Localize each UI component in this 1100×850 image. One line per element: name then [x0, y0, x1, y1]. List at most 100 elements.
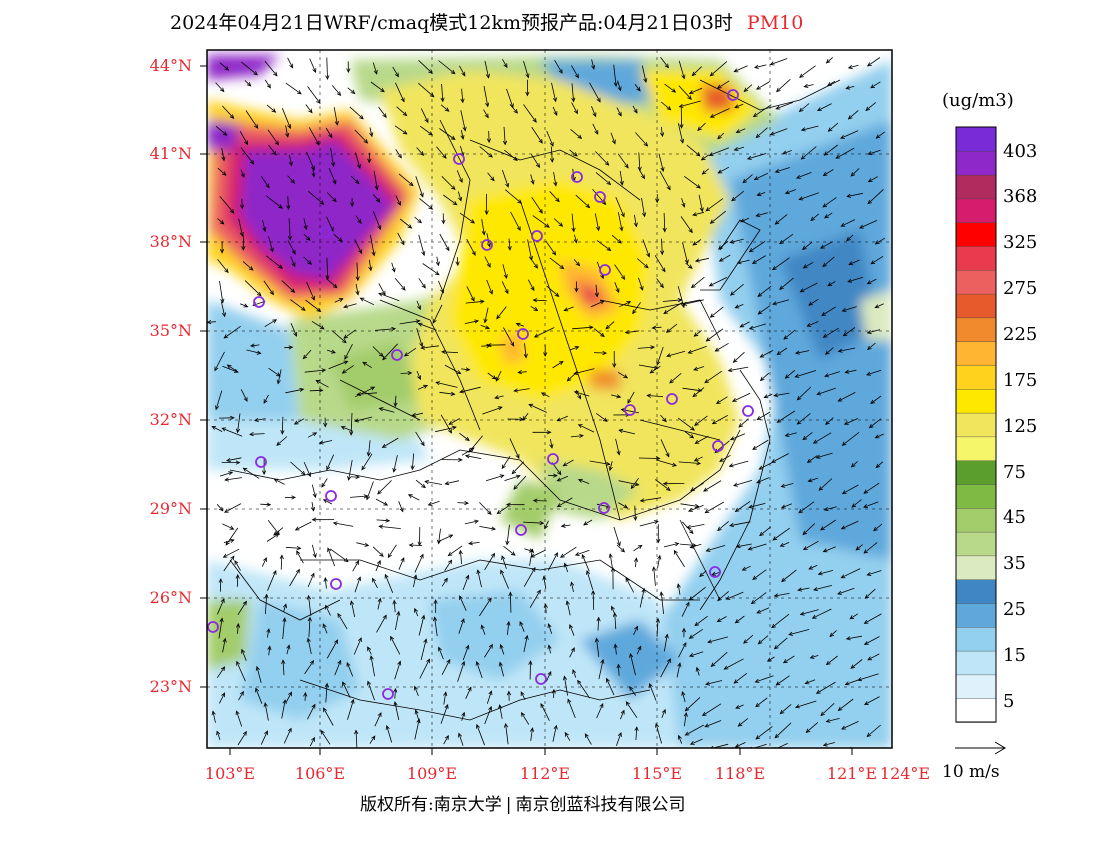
colorbar-swatch [955, 436, 997, 461]
wind-vector [557, 475, 569, 482]
wind-vector-head [660, 167, 665, 173]
wind-vector [776, 675, 790, 686]
wind-vector [552, 725, 557, 742]
wind-vector [239, 303, 248, 308]
wind-vector-head [394, 72, 399, 78]
wind-vector-head [757, 292, 763, 297]
wind-vector [366, 481, 374, 500]
wind-vector-head [242, 730, 247, 736]
wind-vector [395, 82, 405, 102]
wind-vector-head [694, 503, 700, 509]
wind-vector [550, 439, 553, 448]
wind-vector-head [735, 704, 741, 709]
wind-vector-head [754, 678, 760, 683]
wind-vector-head [253, 71, 258, 76]
wind-vector-head [608, 466, 613, 472]
wind-vector-head [683, 711, 688, 717]
wind-vector-head [659, 283, 664, 289]
wind-vector [664, 83, 676, 93]
wind-vector-head [734, 104, 740, 109]
wind-vector-head [486, 343, 492, 348]
wind-vector-head [679, 138, 685, 144]
wind-vector-head [400, 97, 405, 103]
wind-vector-head [327, 547, 332, 553]
wind-vector-head [730, 291, 735, 296]
wind-vector-head [655, 456, 661, 461]
wind-vector-head [543, 603, 548, 609]
wind-vector [242, 261, 254, 271]
wind-vector-head [845, 636, 851, 641]
wind-vector-head [620, 709, 625, 715]
wind-vector [327, 547, 336, 567]
wind-vector-head [795, 174, 801, 179]
wind-vector [618, 480, 639, 486]
wind-vector-head [282, 699, 287, 705]
wind-vector [360, 297, 375, 306]
wind-vector [756, 607, 770, 614]
wind-vector [249, 433, 265, 435]
wind-vector-head [734, 743, 740, 748]
wind-vector-head [242, 467, 248, 472]
wind-vector [443, 194, 457, 206]
city-marker [571, 171, 583, 183]
city-markers [207, 89, 754, 700]
wind-vector-head [733, 679, 739, 684]
wind-vector [619, 301, 631, 308]
wind-vector-head [579, 433, 584, 439]
wind-vector [342, 365, 354, 374]
city-marker [320, 226, 332, 238]
wind-vector [690, 738, 703, 745]
wind-vector-head [326, 465, 331, 471]
wind-vector-head [866, 345, 872, 351]
wind-vector [802, 241, 813, 250]
wind-vector-head [263, 399, 268, 404]
wind-vector-head [291, 262, 296, 268]
wind-vector [689, 651, 704, 657]
wind-vector-head [649, 369, 655, 374]
wind-vector-head [577, 424, 583, 429]
wind-vector [870, 395, 882, 404]
wind-vector-head [736, 260, 742, 265]
wind-vector-head [558, 361, 564, 366]
city-marker [255, 456, 267, 468]
wind-vector [841, 721, 859, 730]
wind-vector-head [573, 238, 578, 244]
wind-vector [690, 543, 702, 548]
wind-vector [752, 255, 766, 264]
wind-vector [735, 704, 744, 709]
wind-vector [649, 683, 657, 701]
wind-vector [655, 723, 662, 744]
wind-vector-head [299, 387, 305, 392]
wind-vector-head [456, 370, 462, 375]
wind-vector-head [573, 390, 579, 395]
wind-vector [798, 587, 810, 591]
colorbar-swatch [955, 412, 997, 438]
wind-vector-head [625, 701, 630, 706]
wind-vector [616, 107, 622, 117]
wind-vector-head [633, 516, 638, 522]
wind-vector [702, 168, 709, 175]
wind-vector-head [716, 84, 722, 89]
wind-vector-head [547, 670, 552, 676]
wind-vector [577, 680, 591, 699]
wind-vector [736, 128, 746, 133]
wind-vector [216, 731, 221, 741]
wind-vector [378, 283, 386, 296]
longitude-label: 121°E [826, 764, 878, 783]
wind-vector-head [801, 245, 807, 250]
wind-vector-head [377, 489, 382, 495]
wind-vector-head [459, 389, 465, 394]
wind-vector [818, 478, 833, 491]
wind-vector-head [287, 235, 293, 241]
wind-vector-head [775, 681, 781, 686]
wind-vector-head [827, 81, 832, 87]
wind-vector-head [426, 658, 430, 664]
wind-vector-head [562, 462, 568, 467]
longitude-label: 112°E [519, 764, 571, 783]
wind-vector [225, 477, 242, 481]
wind-vector [484, 644, 493, 658]
wind-vector [305, 299, 321, 312]
wind-vector-head [641, 212, 647, 218]
wind-vector-head [256, 350, 262, 355]
